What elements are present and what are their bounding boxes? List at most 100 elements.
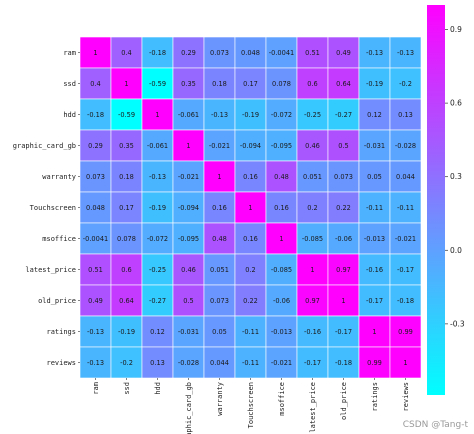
heatmap-cell-label-1-8: 0.64 — [336, 80, 351, 88]
heatmap-cell-label-8-7: 0.97 — [305, 297, 320, 305]
heatmap-cell-label-1-5: 0.17 — [243, 80, 258, 88]
heatmap-cell-label-9-3: -0.031 — [178, 328, 199, 336]
y-tick-label-2: hdd — [63, 111, 76, 119]
heatmap-cell-label-0-9: -0.13 — [366, 49, 383, 57]
heatmap-cell-9-0 — [79, 315, 112, 348]
heatmap-cell-label-2-7: -0.25 — [304, 111, 321, 119]
heatmap-cell-label-3-6: -0.095 — [271, 142, 292, 150]
heatmap-cell-label-4-3: -0.021 — [178, 173, 199, 181]
heatmap-cell-6-10 — [389, 222, 422, 255]
heatmap-cell-label-9-8: -0.17 — [335, 328, 352, 336]
heatmap-cell-label-10-9: 0.99 — [367, 359, 382, 367]
heatmap-cell-label-3-5: -0.094 — [240, 142, 261, 150]
heatmap-cell-0-1 — [110, 36, 143, 69]
heatmap-cell-label-0-8: 0.49 — [336, 49, 351, 57]
heatmap-cell-5-0 — [79, 191, 112, 224]
heatmap-cell-9-2 — [141, 315, 174, 348]
heatmap-cell-label-6-2: -0.072 — [147, 235, 168, 243]
colorbar-tick-label-1: 0.6 — [450, 99, 462, 108]
heatmap-cell-label-2-8: -0.27 — [335, 111, 352, 119]
heatmap-cell-label-1-10: -0.2 — [399, 80, 412, 88]
heatmap-cell-1-7 — [296, 67, 329, 100]
heatmap-cell-8-7 — [296, 284, 329, 317]
heatmap-cell-10-2 — [141, 346, 174, 379]
heatmap-cell-4-8 — [327, 160, 360, 193]
heatmap-cell-8-6 — [265, 284, 298, 317]
heatmap-cell-label-8-8: 1 — [341, 297, 345, 305]
x-tick-label-2: hdd — [154, 382, 162, 395]
heatmap-cell-7-9 — [358, 253, 391, 286]
heatmap-cell-3-8 — [327, 129, 360, 162]
heatmap-cell-4-10 — [389, 160, 422, 193]
heatmap-cell-label-8-9: -0.17 — [366, 297, 383, 305]
heatmap-cell-label-0-6: -0.0041 — [269, 49, 294, 57]
y-tick-label-9: ratings — [46, 328, 76, 336]
heatmap-cell-6-6 — [265, 222, 298, 255]
heatmap-cell-1-4 — [203, 67, 236, 100]
heatmap-cell-label-9-6: -0.013 — [271, 328, 292, 336]
heatmap-cell-label-6-10: -0.021 — [395, 235, 416, 243]
heatmap-cell-6-2 — [141, 222, 174, 255]
heatmap-cell-label-0-3: 0.29 — [181, 49, 196, 57]
heatmap-cell-9-7 — [296, 315, 329, 348]
heatmap-cell-label-6-4: 0.48 — [212, 235, 227, 243]
heatmap-cell-9-8 — [327, 315, 360, 348]
x-tick-label-8: old_price — [340, 382, 348, 420]
heatmap-cell-label-3-0: 0.29 — [88, 142, 103, 150]
heatmap-cell-2-2 — [141, 98, 174, 131]
heatmap-cell-label-1-1: 1 — [124, 80, 128, 88]
heatmap-cell-9-3 — [172, 315, 205, 348]
heatmap-cell-label-5-1: 0.17 — [119, 204, 134, 212]
heatmap-cell-label-9-1: -0.19 — [118, 328, 135, 336]
colorbar-tick-label-0: 0.9 — [450, 25, 462, 34]
heatmap-cell-label-4-2: -0.13 — [149, 173, 166, 181]
heatmap-cell-label-6-3: -0.095 — [178, 235, 199, 243]
heatmap-cell-2-10 — [389, 98, 422, 131]
heatmap-cell-10-7 — [296, 346, 329, 379]
heatmap-cell-6-5 — [234, 222, 267, 255]
heatmap-cell-4-1 — [110, 160, 143, 193]
y-tick-label-3: graphic_card_gb — [13, 142, 76, 150]
heatmap-cell-label-4-8: 0.073 — [334, 173, 353, 181]
heatmap-cell-10-1 — [110, 346, 143, 379]
heatmap-cell-label-4-7: 0.051 — [303, 173, 322, 181]
heatmap-cell-label-9-5: -0.11 — [242, 328, 259, 336]
heatmap-cell-2-5 — [234, 98, 267, 131]
heatmap-cell-label-3-1: 0.35 — [119, 142, 134, 150]
heatmap-cell-label-5-0: 0.048 — [86, 204, 105, 212]
y-tick-label-4: warranty — [42, 173, 76, 181]
x-tick-label-4: warranty — [216, 382, 224, 416]
heatmap-cell-label-7-7: 1 — [310, 266, 314, 274]
heatmap-cell-label-3-8: 0.5 — [338, 142, 349, 150]
heatmap-cell-1-2 — [141, 67, 174, 100]
heatmap-cell-label-10-6: -0.021 — [271, 359, 292, 367]
heatmap-cell-label-3-7: 0.46 — [305, 142, 320, 150]
x-tick-labels: ram ssd hdd graphic_card_gb warranty Touchscr… — [92, 378, 410, 434]
heatmap-cell-5-10 — [389, 191, 422, 224]
heatmap-cell-5-5 — [234, 191, 267, 224]
heatmap-cell-label-10-7: -0.17 — [304, 359, 321, 367]
heatmap-cell-0-5 — [234, 36, 267, 69]
heatmap-cell-label-0-0: 1 — [93, 49, 97, 57]
heatmap-cell-0-0 — [79, 36, 112, 69]
heatmap-cell-5-8 — [327, 191, 360, 224]
heatmap-cell-label-9-4: 0.05 — [212, 328, 227, 336]
heatmap-cell-label-5-6: 0.16 — [274, 204, 289, 212]
x-tick-label-0: ram — [92, 382, 100, 395]
heatmap-cell-label-2-10: 0.13 — [398, 111, 413, 119]
y-tick-label-10: reviews — [46, 359, 76, 367]
heatmap-cell-label-4-1: 0.18 — [119, 173, 134, 181]
heatmap-cell-label-6-1: 0.078 — [117, 235, 136, 243]
heatmap-cell-label-3-4: -0.021 — [209, 142, 230, 150]
heatmap-cell-label-4-10: 0.044 — [396, 173, 415, 181]
heatmap-cell-label-1-7: 0.6 — [307, 80, 318, 88]
heatmap-cell-label-9-9: 1 — [372, 328, 376, 336]
heatmap-cell-4-2 — [141, 160, 174, 193]
heatmap-cell-label-6-6: 1 — [279, 235, 283, 243]
heatmap-cell-3-10 — [389, 129, 422, 162]
heatmap-cell-label-2-0: -0.18 — [87, 111, 104, 119]
heatmap-cell-label-4-4: 1 — [217, 173, 221, 181]
heatmap-cell-label-1-6: 0.078 — [272, 80, 291, 88]
heatmap-cell-5-3 — [172, 191, 205, 224]
